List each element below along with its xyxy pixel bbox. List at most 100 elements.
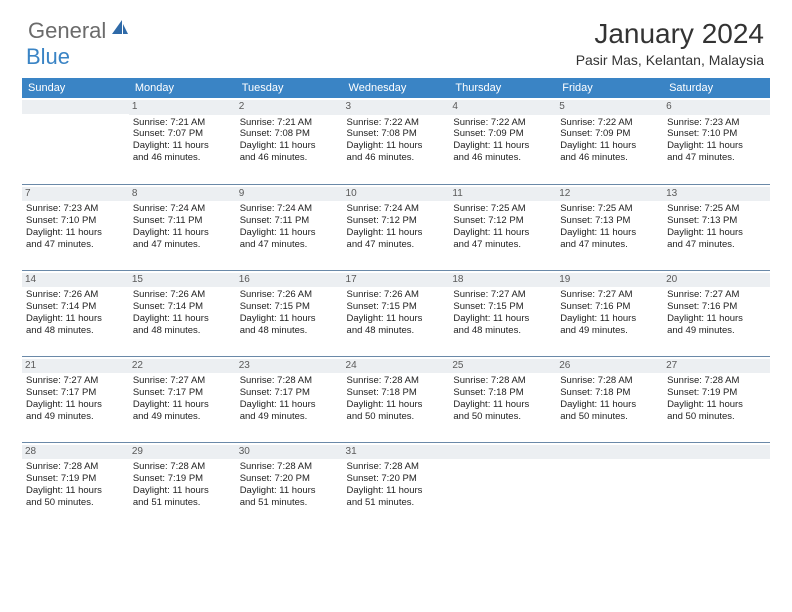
calendar-day-cell: 18Sunrise: 7:27 AMSunset: 7:15 PMDayligh…	[449, 270, 556, 356]
sunrise-text: Sunrise: 7:27 AM	[667, 289, 766, 301]
sunset-text: Sunset: 7:18 PM	[453, 387, 552, 399]
sunset-text: Sunset: 7:13 PM	[560, 215, 659, 227]
calendar-day-cell: 11Sunrise: 7:25 AMSunset: 7:12 PMDayligh…	[449, 184, 556, 270]
calendar-day-cell: 25Sunrise: 7:28 AMSunset: 7:18 PMDayligh…	[449, 356, 556, 442]
sunset-text: Sunset: 7:14 PM	[26, 301, 125, 313]
daylight-text: and 51 minutes.	[240, 497, 339, 509]
day-number: 12	[556, 187, 663, 202]
daylight-text: Daylight: 11 hours	[347, 485, 446, 497]
daylight-text: Daylight: 11 hours	[453, 140, 552, 152]
sunset-text: Sunset: 7:09 PM	[453, 128, 552, 140]
sunrise-text: Sunrise: 7:28 AM	[240, 375, 339, 387]
daylight-text: and 49 minutes.	[667, 325, 766, 337]
daylight-text: Daylight: 11 hours	[560, 313, 659, 325]
calendar-day-cell	[663, 442, 770, 528]
calendar-day-cell: 23Sunrise: 7:28 AMSunset: 7:17 PMDayligh…	[236, 356, 343, 442]
daylight-text: and 49 minutes.	[240, 411, 339, 423]
sunset-text: Sunset: 7:17 PM	[26, 387, 125, 399]
daylight-text: Daylight: 11 hours	[133, 313, 232, 325]
daylight-text: Daylight: 11 hours	[26, 227, 125, 239]
daylight-text: and 46 minutes.	[240, 152, 339, 164]
day-number: 14	[22, 273, 129, 288]
day-number: 20	[663, 273, 770, 288]
daylight-text: and 50 minutes.	[26, 497, 125, 509]
sunrise-text: Sunrise: 7:28 AM	[560, 375, 659, 387]
daylight-text: and 48 minutes.	[26, 325, 125, 337]
weekday-header-row: Sunday Monday Tuesday Wednesday Thursday…	[22, 78, 770, 98]
daylight-text: and 46 minutes.	[560, 152, 659, 164]
daylight-text: and 48 minutes.	[240, 325, 339, 337]
daylight-text: and 49 minutes.	[560, 325, 659, 337]
day-number: 4	[449, 100, 556, 115]
daylight-text: Daylight: 11 hours	[240, 399, 339, 411]
day-number: 16	[236, 273, 343, 288]
day-number: 6	[663, 100, 770, 115]
sunrise-text: Sunrise: 7:28 AM	[133, 461, 232, 473]
day-number: 25	[449, 359, 556, 374]
day-number: 3	[343, 100, 450, 115]
sunrise-text: Sunrise: 7:24 AM	[347, 203, 446, 215]
daylight-text: and 47 minutes.	[347, 239, 446, 251]
calendar-day-cell: 19Sunrise: 7:27 AMSunset: 7:16 PMDayligh…	[556, 270, 663, 356]
sunset-text: Sunset: 7:17 PM	[133, 387, 232, 399]
calendar-day-cell	[556, 442, 663, 528]
weekday-header: Wednesday	[343, 78, 450, 98]
sunset-text: Sunset: 7:15 PM	[347, 301, 446, 313]
sunrise-text: Sunrise: 7:25 AM	[560, 203, 659, 215]
sunrise-text: Sunrise: 7:28 AM	[26, 461, 125, 473]
day-number: 29	[129, 445, 236, 460]
sunset-text: Sunset: 7:11 PM	[133, 215, 232, 227]
calendar-day-cell: 24Sunrise: 7:28 AMSunset: 7:18 PMDayligh…	[343, 356, 450, 442]
calendar-day-cell: 1Sunrise: 7:21 AMSunset: 7:07 PMDaylight…	[129, 98, 236, 184]
sunrise-text: Sunrise: 7:28 AM	[347, 375, 446, 387]
weekday-header: Tuesday	[236, 78, 343, 98]
daylight-text: and 49 minutes.	[26, 411, 125, 423]
sunrise-text: Sunrise: 7:25 AM	[453, 203, 552, 215]
weekday-header: Friday	[556, 78, 663, 98]
calendar-week-row: 28Sunrise: 7:28 AMSunset: 7:19 PMDayligh…	[22, 442, 770, 528]
daylight-text: Daylight: 11 hours	[560, 399, 659, 411]
sunset-text: Sunset: 7:19 PM	[667, 387, 766, 399]
daylight-text: Daylight: 11 hours	[240, 140, 339, 152]
sunset-text: Sunset: 7:08 PM	[347, 128, 446, 140]
daylight-text: Daylight: 11 hours	[347, 399, 446, 411]
daylight-text: and 48 minutes.	[453, 325, 552, 337]
daylight-text: and 47 minutes.	[26, 239, 125, 251]
sunset-text: Sunset: 7:18 PM	[347, 387, 446, 399]
day-number: 10	[343, 187, 450, 202]
calendar-table: Sunday Monday Tuesday Wednesday Thursday…	[22, 78, 770, 528]
daylight-text: and 46 minutes.	[453, 152, 552, 164]
sunrise-text: Sunrise: 7:28 AM	[240, 461, 339, 473]
calendar-day-cell: 20Sunrise: 7:27 AMSunset: 7:16 PMDayligh…	[663, 270, 770, 356]
day-number: 28	[22, 445, 129, 460]
daylight-text: and 50 minutes.	[453, 411, 552, 423]
daylight-text: Daylight: 11 hours	[560, 227, 659, 239]
daylight-text: Daylight: 11 hours	[133, 140, 232, 152]
sunrise-text: Sunrise: 7:26 AM	[133, 289, 232, 301]
sunrise-text: Sunrise: 7:21 AM	[240, 117, 339, 129]
daylight-text: and 47 minutes.	[667, 152, 766, 164]
day-number: 22	[129, 359, 236, 374]
calendar-day-cell: 8Sunrise: 7:24 AMSunset: 7:11 PMDaylight…	[129, 184, 236, 270]
logo: General	[28, 18, 132, 44]
day-number: 27	[663, 359, 770, 374]
sunset-text: Sunset: 7:07 PM	[133, 128, 232, 140]
logo-text-general: General	[28, 18, 106, 44]
sunset-text: Sunset: 7:20 PM	[240, 473, 339, 485]
calendar-week-row: 1Sunrise: 7:21 AMSunset: 7:07 PMDaylight…	[22, 98, 770, 184]
daylight-text: Daylight: 11 hours	[26, 399, 125, 411]
daylight-text: and 47 minutes.	[240, 239, 339, 251]
calendar-day-cell: 16Sunrise: 7:26 AMSunset: 7:15 PMDayligh…	[236, 270, 343, 356]
sunset-text: Sunset: 7:14 PM	[133, 301, 232, 313]
calendar-day-cell: 9Sunrise: 7:24 AMSunset: 7:11 PMDaylight…	[236, 184, 343, 270]
daylight-text: Daylight: 11 hours	[133, 227, 232, 239]
calendar-day-cell: 3Sunrise: 7:22 AMSunset: 7:08 PMDaylight…	[343, 98, 450, 184]
sunset-text: Sunset: 7:19 PM	[133, 473, 232, 485]
sunset-text: Sunset: 7:13 PM	[667, 215, 766, 227]
calendar-week-row: 7Sunrise: 7:23 AMSunset: 7:10 PMDaylight…	[22, 184, 770, 270]
calendar-day-cell: 22Sunrise: 7:27 AMSunset: 7:17 PMDayligh…	[129, 356, 236, 442]
sunrise-text: Sunrise: 7:23 AM	[26, 203, 125, 215]
daylight-text: and 51 minutes.	[133, 497, 232, 509]
daylight-text: and 46 minutes.	[133, 152, 232, 164]
calendar-day-cell: 29Sunrise: 7:28 AMSunset: 7:19 PMDayligh…	[129, 442, 236, 528]
